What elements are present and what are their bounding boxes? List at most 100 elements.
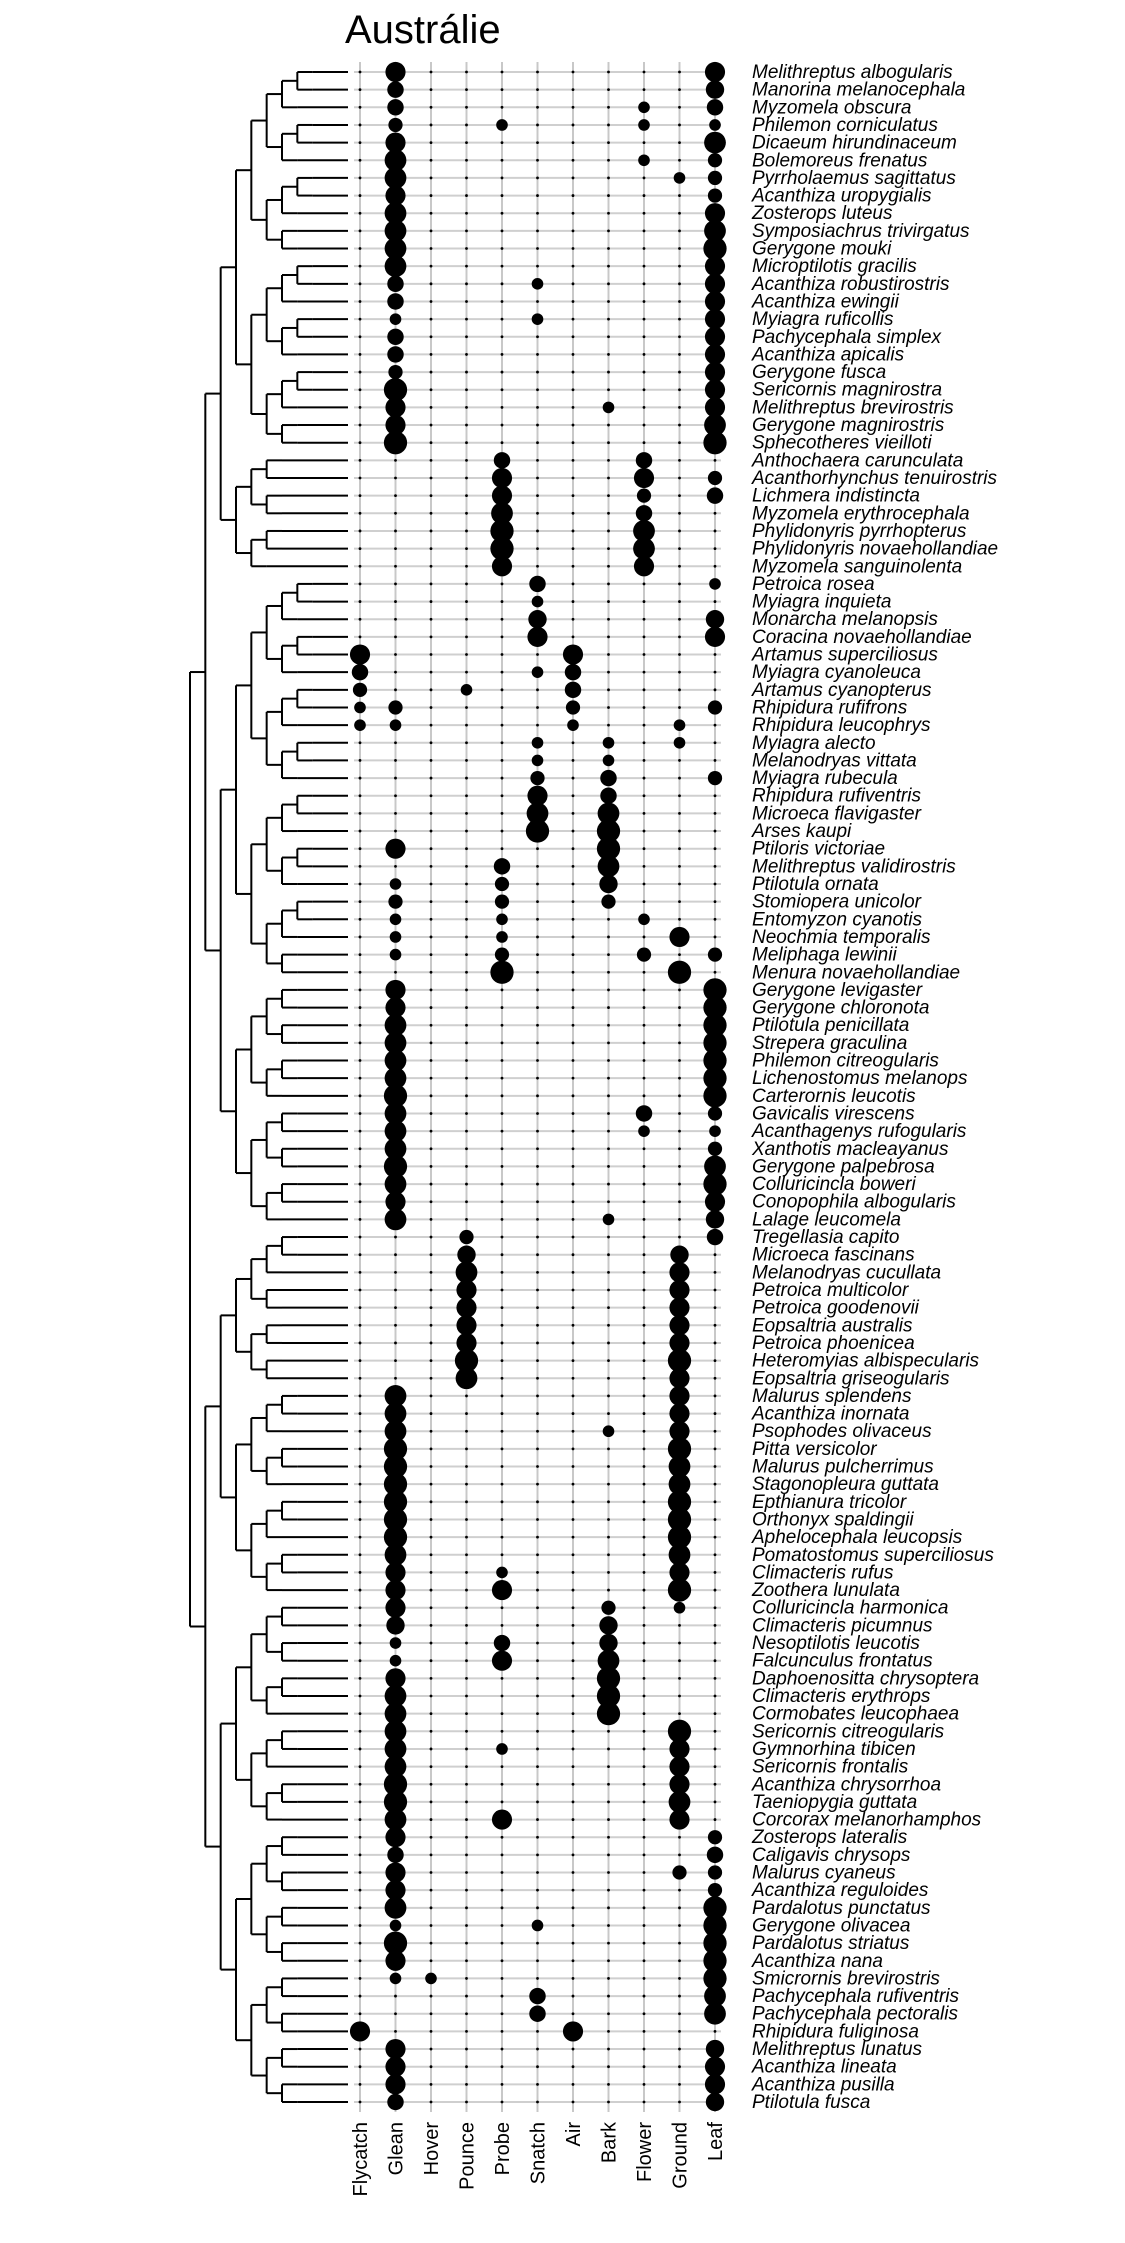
- bubble: [389, 913, 402, 926]
- bubble: [465, 564, 468, 568]
- bubble: [385, 414, 406, 436]
- bubble: [358, 1588, 362, 1592]
- bubble: [500, 1765, 504, 1769]
- bubble: [571, 1129, 575, 1133]
- bubble: [388, 117, 403, 133]
- bubble: [536, 1076, 539, 1080]
- bubble: [429, 1676, 433, 1680]
- species-label: Gerygone chloronota: [752, 998, 929, 1019]
- bubble: [713, 1412, 717, 1415]
- bubble: [536, 864, 539, 868]
- bubble: [536, 529, 539, 533]
- bubble: [607, 1006, 610, 1009]
- bubble: [713, 547, 717, 551]
- bubble: [601, 1600, 616, 1615]
- bubble: [500, 1200, 504, 1204]
- bubble: [703, 1966, 727, 1991]
- bubble: [536, 300, 539, 303]
- bubble: [358, 1835, 362, 1839]
- bubble: [536, 1129, 539, 1133]
- bubble: [571, 1924, 575, 1927]
- bubble: [358, 1270, 362, 1274]
- bubble: [429, 1782, 433, 1786]
- bubble: [500, 158, 504, 162]
- bubble: [642, 1977, 646, 1980]
- bubble: [429, 935, 433, 939]
- bubble: [500, 1306, 504, 1310]
- bubble: [571, 1323, 575, 1327]
- bubble: [536, 1712, 539, 1716]
- bubble: [642, 1041, 646, 1045]
- bubble: [571, 264, 575, 268]
- bubble: [387, 81, 404, 98]
- bubble: [500, 653, 504, 656]
- bubble: [500, 1500, 504, 1504]
- bubble: [536, 1217, 539, 1221]
- bubble: [642, 370, 646, 374]
- bubble: [387, 328, 404, 346]
- bubble: [536, 1288, 539, 1292]
- bubble: [571, 1535, 575, 1539]
- bubble: [642, 1906, 646, 1910]
- bubble: [678, 1217, 681, 1221]
- bubble: [429, 1112, 433, 1115]
- species-label: Conopophila albogularis: [752, 1192, 956, 1213]
- bubble: [384, 1402, 407, 1425]
- bubble: [704, 1985, 726, 2007]
- species-label: Eopsaltria griseogularis: [752, 1368, 950, 1389]
- bubble: [536, 264, 539, 268]
- bubble: [536, 882, 539, 886]
- bubble: [358, 1500, 362, 1504]
- bubble: [429, 811, 433, 815]
- bubble: [713, 1641, 717, 1645]
- bubble: [500, 1217, 504, 1221]
- bubble: [384, 202, 407, 225]
- bubble: [571, 123, 575, 127]
- bubble: [571, 1076, 575, 1080]
- bubble: [571, 1941, 575, 1945]
- bubble: [642, 900, 646, 904]
- bubble: [536, 1906, 539, 1910]
- bubble: [536, 229, 539, 233]
- bubble: [529, 1987, 546, 2005]
- bubble: [394, 476, 397, 480]
- bubble: [384, 1102, 407, 1125]
- bubble: [429, 970, 433, 974]
- bubble: [500, 353, 504, 356]
- bubble: [642, 1147, 646, 1151]
- bubble: [358, 900, 362, 904]
- bubble: [565, 700, 581, 715]
- bubble: [465, 423, 468, 427]
- bubble: [536, 194, 539, 197]
- bubble: [633, 520, 655, 542]
- bubble: [642, 1553, 646, 1557]
- bubble: [358, 547, 362, 551]
- bubble: [642, 1535, 646, 1539]
- bubble: [429, 776, 433, 780]
- bubble: [597, 855, 620, 878]
- bubble: [429, 706, 433, 709]
- bubble: [349, 644, 371, 665]
- bubble: [493, 858, 511, 875]
- bubble: [536, 1959, 539, 1963]
- bubble: [642, 1323, 646, 1327]
- bubble: [571, 405, 575, 409]
- bubble: [642, 582, 646, 586]
- bubble: [678, 2065, 681, 2069]
- bubble: [465, 1818, 468, 1821]
- bubble: [530, 770, 545, 786]
- species-label: Meliphaga lewinii: [752, 945, 897, 966]
- bubble: [536, 1941, 539, 1945]
- bubble: [358, 988, 362, 992]
- bubble: [358, 1906, 362, 1910]
- bubble: [642, 1006, 646, 1009]
- species-label: Zoothera lunulata: [751, 1580, 900, 1601]
- bubble: [429, 882, 433, 886]
- bubble: [669, 1403, 690, 1424]
- bubble: [465, 1606, 468, 1610]
- bubble: [465, 600, 468, 603]
- species-label: Myiagra inquieta: [752, 592, 891, 613]
- bubble: [642, 1359, 646, 1363]
- bubble: [500, 600, 504, 603]
- bubble: [571, 158, 575, 162]
